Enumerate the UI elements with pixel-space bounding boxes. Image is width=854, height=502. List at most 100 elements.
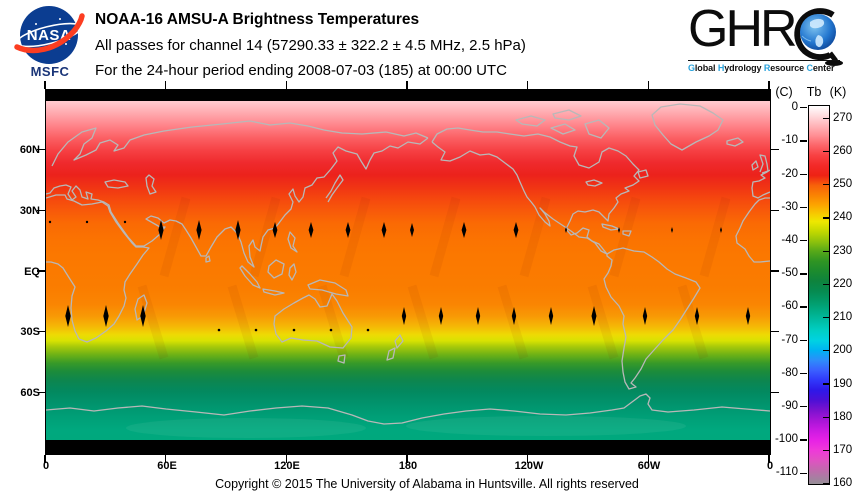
celsius-tick-label: 0 bbox=[791, 101, 798, 113]
axis-tick bbox=[647, 81, 650, 89]
celsius-tick-label: -10 bbox=[781, 134, 798, 146]
nasa-meatball-icon: NASA bbox=[14, 6, 85, 64]
celsius-tick-label: -100 bbox=[774, 433, 798, 445]
lon-label-120w: 120W bbox=[514, 460, 544, 472]
map-overlay bbox=[46, 90, 770, 454]
axis-tick bbox=[771, 209, 779, 212]
coastlines bbox=[46, 103, 770, 425]
axis-tick bbox=[406, 81, 408, 89]
lon-label-120e: 120E bbox=[274, 460, 300, 472]
ghrc-logo: GHR Global Hydrology Resource Center bbox=[688, 0, 852, 77]
axis-tick bbox=[768, 455, 770, 463]
axis-tick bbox=[800, 439, 807, 441]
kelvin-tick-label: 230 bbox=[833, 245, 853, 257]
nasa-logo: NASA MSFC bbox=[8, 2, 92, 86]
kelvin-tick-label: 250 bbox=[833, 178, 853, 190]
axis-tick bbox=[406, 455, 408, 463]
kelvin-tick-label: 180 bbox=[833, 411, 853, 423]
axis-tick bbox=[800, 273, 807, 275]
axis-tick bbox=[164, 81, 167, 89]
ghrc-rule bbox=[688, 60, 840, 61]
axis-tick bbox=[800, 406, 807, 408]
axis-tick bbox=[37, 209, 45, 212]
axis-tick bbox=[823, 416, 829, 418]
axis-tick bbox=[771, 330, 779, 333]
lon-label-0e: 0 bbox=[766, 460, 774, 472]
axis-tick bbox=[164, 455, 167, 463]
axis-tick bbox=[768, 81, 770, 89]
kelvin-tick-label: 190 bbox=[833, 378, 853, 390]
axis-tick bbox=[647, 455, 650, 463]
lon-label-0w: 0 bbox=[42, 460, 50, 472]
celsius-tick-label: -50 bbox=[781, 267, 798, 279]
kelvin-tick-label: 270 bbox=[833, 112, 853, 124]
page-subtitle: All passes for channel 14 (57290.33 ± 32… bbox=[95, 37, 526, 54]
ghrc-letters: GHR bbox=[688, 0, 798, 58]
ghrc-caption: Global Hydrology Resource Center bbox=[688, 63, 835, 73]
axis-tick bbox=[800, 140, 807, 142]
colorbar-header-k: (K) bbox=[829, 85, 847, 99]
axis-tick bbox=[44, 81, 46, 89]
kelvin-tick-label: 220 bbox=[833, 278, 853, 290]
axis-tick bbox=[800, 339, 807, 341]
south-polar-gap bbox=[46, 440, 770, 454]
lon-label-60w: 60W bbox=[637, 460, 661, 472]
celsius-tick-label: -70 bbox=[781, 334, 798, 346]
colorbar-gradient bbox=[809, 106, 829, 484]
axis-tick bbox=[800, 472, 807, 474]
colorbar bbox=[808, 105, 830, 485]
axis-tick bbox=[526, 455, 529, 463]
axis-tick bbox=[285, 455, 288, 463]
axis-tick bbox=[44, 455, 46, 463]
lat-label-60s: 60S bbox=[20, 387, 40, 399]
celsius-tick-label: -60 bbox=[781, 300, 798, 312]
axis-tick bbox=[800, 206, 807, 209]
map bbox=[45, 89, 771, 455]
axis-tick bbox=[823, 350, 829, 352]
colorbar-header-tb: Tb bbox=[806, 85, 822, 99]
kelvin-tick-label: 260 bbox=[833, 145, 853, 157]
celsius-tick-label: -110 bbox=[775, 466, 798, 478]
kelvin-tick-label: 200 bbox=[833, 344, 853, 356]
axis-tick bbox=[37, 391, 45, 394]
lat-label-eq: EQ bbox=[24, 266, 40, 278]
period-line: For the 24-hour period ending 2008-07-03… bbox=[95, 62, 507, 79]
axis-tick bbox=[37, 330, 45, 333]
axis-tick bbox=[800, 372, 807, 375]
lon-label-60e: 60E bbox=[157, 460, 177, 472]
axis-tick bbox=[771, 270, 779, 272]
kelvin-tick-label: 170 bbox=[833, 444, 853, 456]
axis-tick bbox=[823, 217, 829, 219]
celsius-tick-label: -30 bbox=[781, 201, 798, 213]
lat-label-30s: 30S bbox=[20, 326, 40, 338]
ghrc-globe-icon bbox=[794, 8, 843, 66]
nasa-swoosh bbox=[14, 13, 85, 54]
axis-tick bbox=[800, 306, 807, 308]
kelvin-tick-label: 240 bbox=[833, 211, 853, 223]
lat-label-30n: 30N bbox=[19, 205, 40, 217]
celsius-tick-label: -80 bbox=[781, 367, 798, 379]
axis-tick bbox=[771, 391, 779, 394]
axis-tick bbox=[823, 483, 829, 485]
axis-tick bbox=[800, 107, 807, 109]
kelvin-tick-label: 210 bbox=[833, 311, 853, 323]
axis-tick bbox=[526, 81, 529, 89]
axis-tick bbox=[37, 270, 45, 272]
axis-tick bbox=[800, 240, 807, 242]
msfc-label: MSFC bbox=[30, 64, 70, 79]
axis-tick bbox=[823, 449, 829, 452]
lat-label-60n: 60N bbox=[19, 144, 40, 156]
celsius-tick-label: -20 bbox=[781, 168, 798, 180]
axis-tick bbox=[823, 316, 829, 319]
axis-tick bbox=[823, 383, 829, 385]
copyright: Copyright © 2015 The University of Alaba… bbox=[215, 477, 639, 491]
axis-tick bbox=[37, 148, 45, 151]
axis-tick bbox=[823, 184, 829, 186]
celsius-tick-label: -90 bbox=[781, 400, 798, 412]
kelvin-tick-label: 160 bbox=[833, 477, 853, 489]
axis-tick bbox=[823, 117, 829, 119]
map-gradient bbox=[46, 90, 770, 454]
celsius-tick-label: -40 bbox=[781, 234, 798, 246]
axis-tick bbox=[285, 81, 288, 89]
